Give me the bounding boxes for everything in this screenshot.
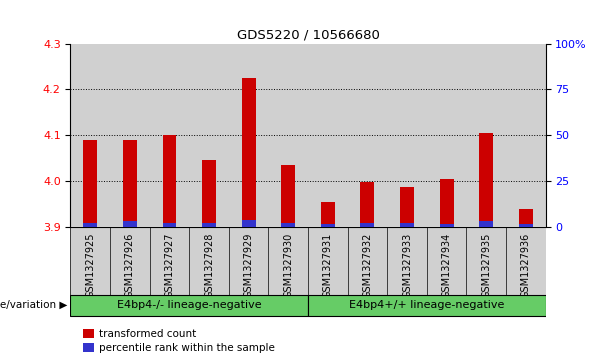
- Bar: [110, 44, 150, 227]
- Bar: [506, 227, 546, 296]
- Bar: [506, 44, 546, 227]
- Text: GSM1327930: GSM1327930: [283, 232, 293, 298]
- Text: GSM1327933: GSM1327933: [402, 232, 412, 298]
- Bar: [162, 223, 177, 227]
- Text: GSM1327925: GSM1327925: [85, 232, 95, 298]
- Bar: [308, 295, 546, 317]
- Text: GSM1327931: GSM1327931: [323, 232, 333, 298]
- Bar: [387, 227, 427, 296]
- Text: E4bp4-/- lineage-negative: E4bp4-/- lineage-negative: [117, 300, 262, 310]
- Bar: [308, 44, 348, 227]
- Bar: [479, 133, 493, 227]
- Bar: [466, 44, 506, 227]
- Text: percentile rank within the sample: percentile rank within the sample: [99, 343, 275, 353]
- Bar: [519, 208, 533, 227]
- Bar: [268, 44, 308, 227]
- Bar: [150, 44, 189, 227]
- Bar: [242, 220, 256, 227]
- Title: GDS5220 / 10566680: GDS5220 / 10566680: [237, 28, 379, 41]
- Bar: [479, 221, 493, 227]
- Bar: [83, 223, 97, 227]
- Bar: [281, 165, 295, 227]
- Bar: [110, 227, 150, 296]
- Bar: [427, 44, 466, 227]
- Text: genotype/variation ▶: genotype/variation ▶: [0, 300, 67, 310]
- Text: GSM1327932: GSM1327932: [362, 232, 373, 298]
- Bar: [400, 223, 414, 227]
- Text: GSM1327927: GSM1327927: [164, 232, 175, 298]
- Bar: [321, 224, 335, 227]
- Text: E4bp4+/+ lineage-negative: E4bp4+/+ lineage-negative: [349, 300, 504, 310]
- Bar: [202, 223, 216, 227]
- Text: GSM1327936: GSM1327936: [521, 232, 531, 298]
- Bar: [189, 227, 229, 296]
- Bar: [268, 227, 308, 296]
- Bar: [440, 224, 454, 227]
- Bar: [202, 160, 216, 227]
- Bar: [400, 187, 414, 227]
- Bar: [229, 227, 268, 296]
- Bar: [519, 224, 533, 227]
- Bar: [360, 223, 375, 227]
- Bar: [308, 227, 348, 296]
- Bar: [321, 202, 335, 227]
- Bar: [123, 140, 137, 227]
- Text: GSM1327934: GSM1327934: [441, 232, 452, 298]
- Bar: [348, 227, 387, 296]
- Bar: [387, 44, 427, 227]
- Bar: [427, 227, 466, 296]
- Bar: [466, 227, 506, 296]
- Bar: [83, 140, 97, 227]
- Bar: [242, 78, 256, 227]
- Bar: [70, 44, 110, 227]
- Bar: [229, 44, 268, 227]
- Bar: [162, 135, 177, 227]
- Bar: [348, 44, 387, 227]
- Text: GSM1327935: GSM1327935: [481, 232, 491, 298]
- Text: GSM1327929: GSM1327929: [243, 232, 254, 298]
- Bar: [440, 179, 454, 227]
- Bar: [123, 221, 137, 227]
- Bar: [70, 295, 308, 317]
- Text: transformed count: transformed count: [99, 329, 196, 339]
- Bar: [360, 183, 375, 227]
- Bar: [70, 227, 110, 296]
- Bar: [281, 223, 295, 227]
- Bar: [150, 227, 189, 296]
- Text: GSM1327926: GSM1327926: [125, 232, 135, 298]
- Bar: [189, 44, 229, 227]
- Text: GSM1327928: GSM1327928: [204, 232, 214, 298]
